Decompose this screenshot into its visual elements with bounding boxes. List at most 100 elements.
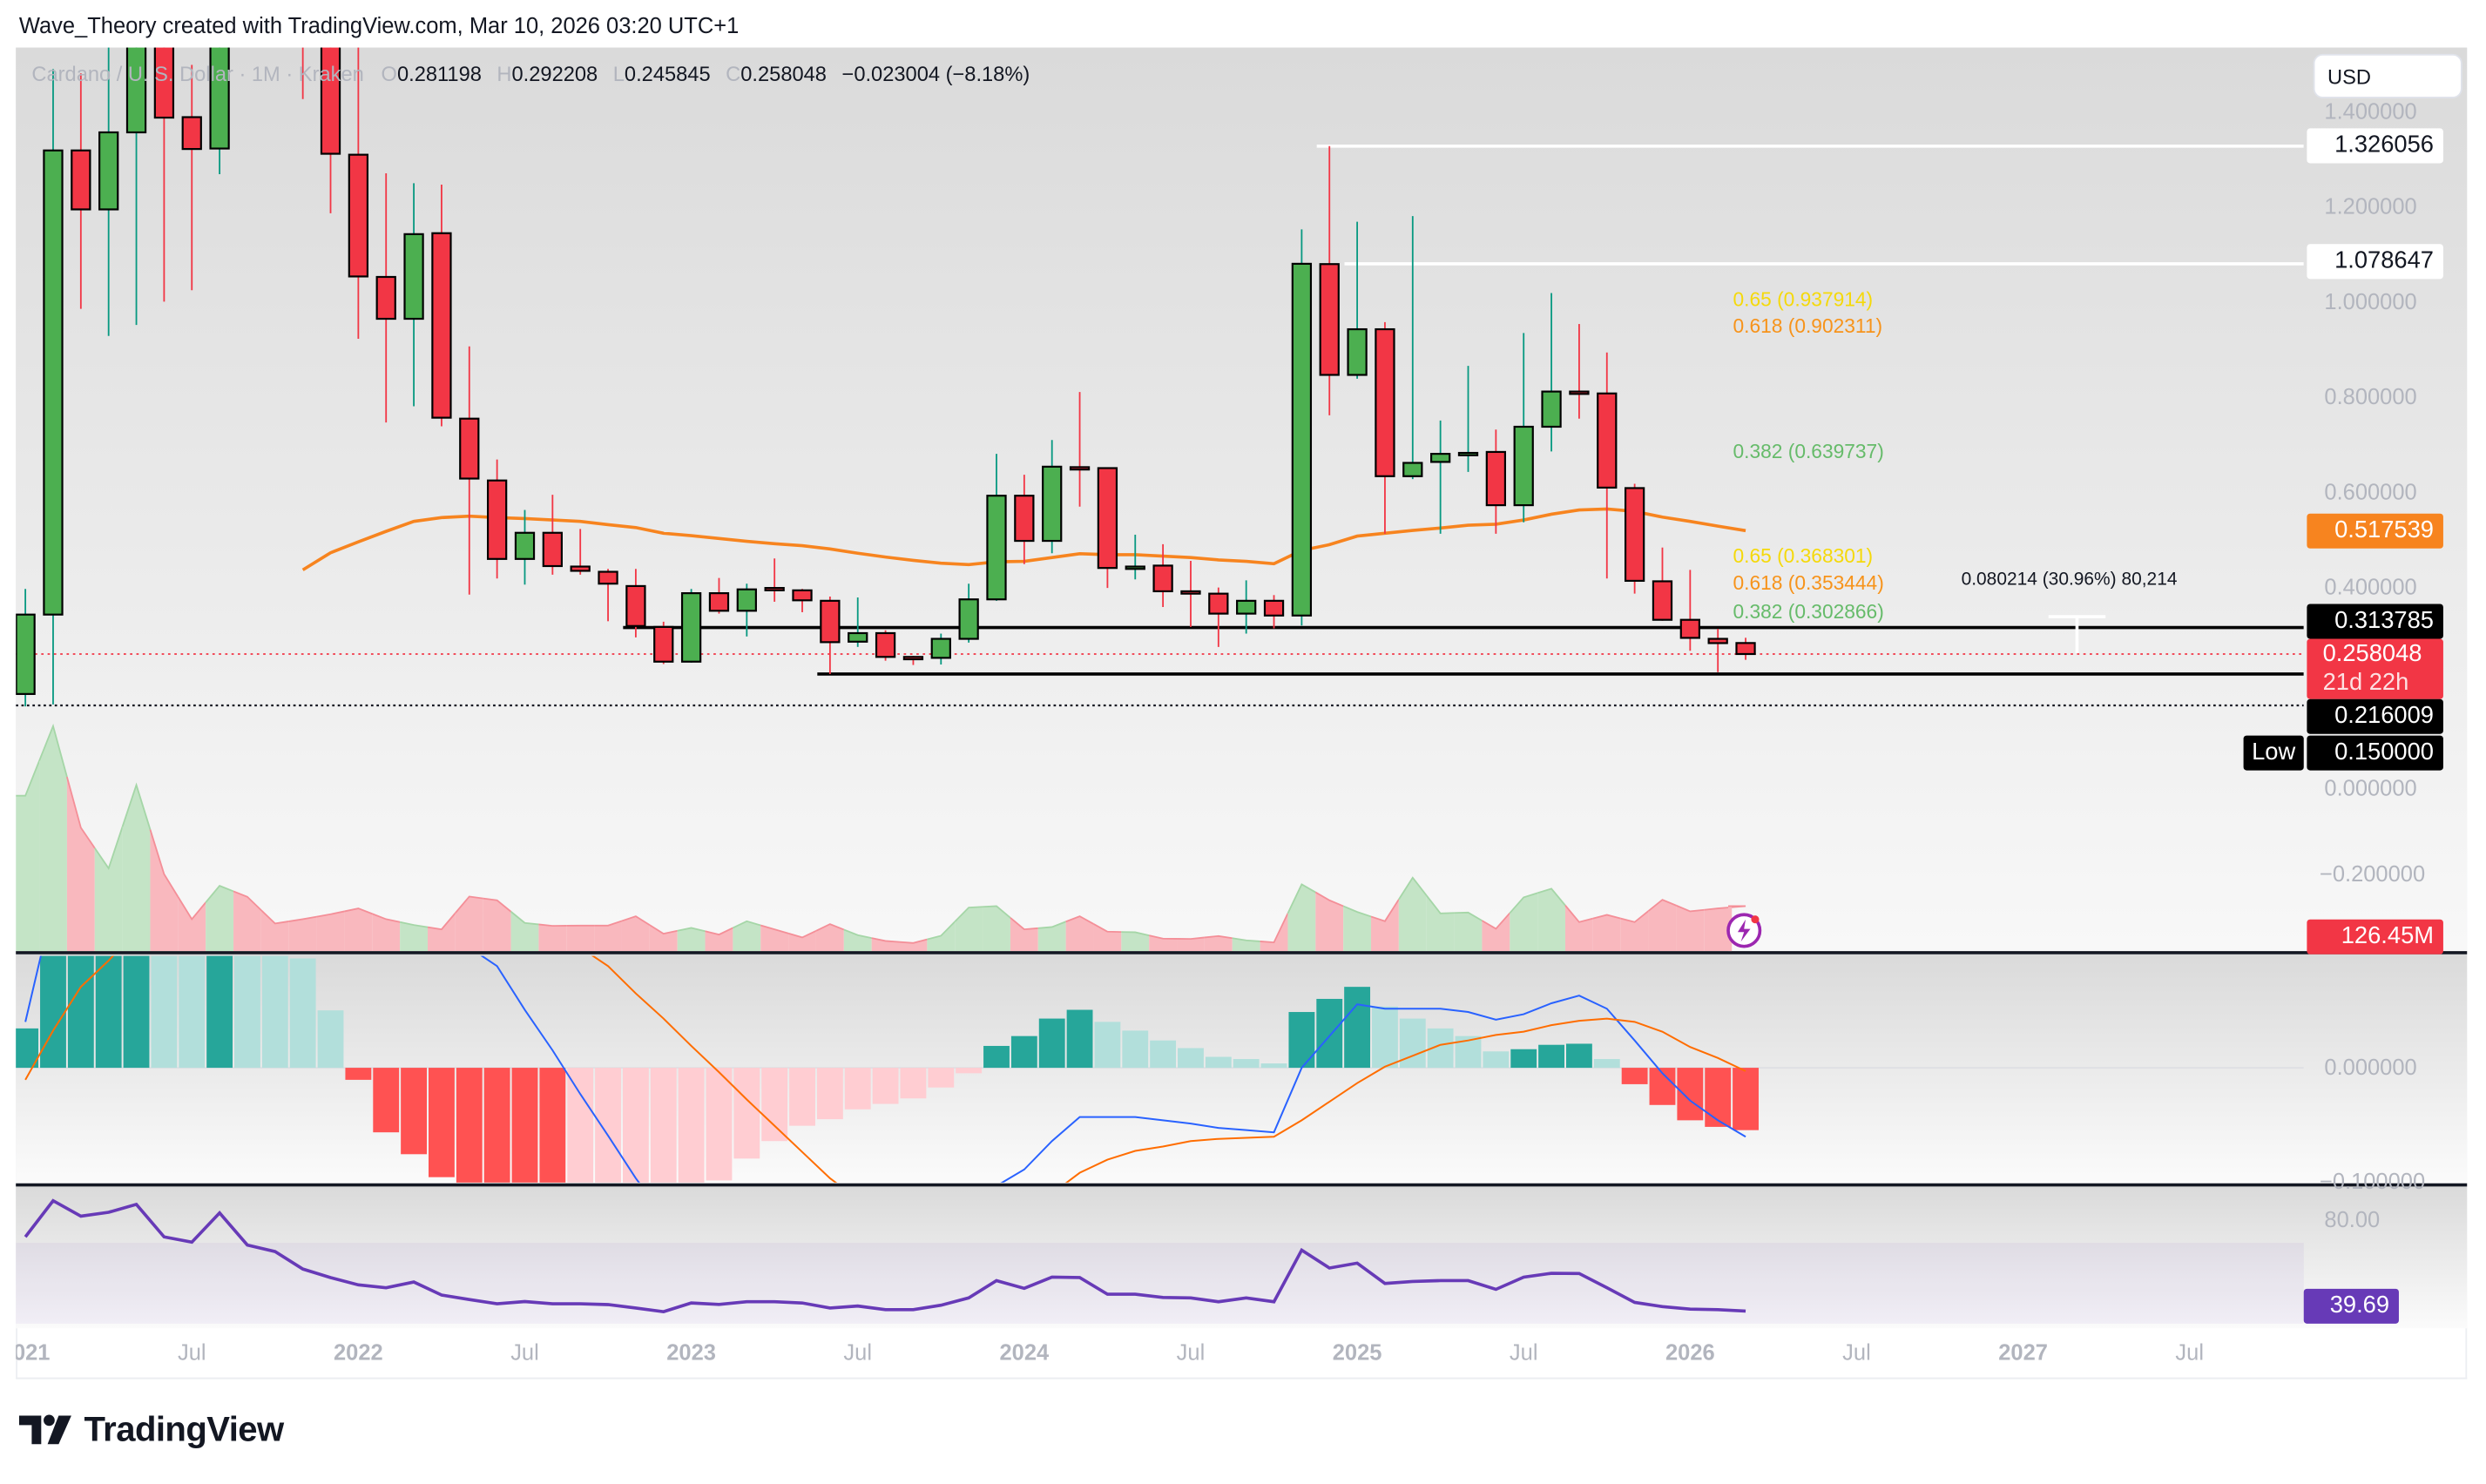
last-price-tag: 0.258048 21d 22h <box>2307 638 2443 699</box>
macd-histogram-bar <box>95 955 122 1069</box>
volume-area-segment <box>538 924 567 952</box>
macd-histogram-bar <box>1705 1068 1732 1127</box>
time-tick: 2024 <box>999 1339 1050 1366</box>
candle-body <box>792 589 813 602</box>
measure-tool[interactable] <box>2048 615 2106 653</box>
candle-2022-11 <box>625 569 646 637</box>
volume-line-segment <box>1728 905 1746 908</box>
volume-area-segment <box>899 939 928 952</box>
volume-line-segment <box>1037 921 1066 929</box>
fib-label[interactable]: 0.382 (0.302866) <box>1733 600 1884 624</box>
macd-histogram-bar <box>1094 1022 1121 1069</box>
macd-histogram-bar <box>206 955 233 1069</box>
price-pane-background <box>16 47 2468 953</box>
volume-line-segment <box>899 938 928 944</box>
volume-line-segment <box>66 776 96 849</box>
volume-line-segment <box>1454 911 1483 921</box>
macd-signal-line <box>24 955 1746 1183</box>
time-tick: Jul <box>843 1339 873 1366</box>
candle-2023-12 <box>986 454 1007 601</box>
rsi-series <box>24 1198 1746 1314</box>
fib-label[interactable]: 0.382 (0.639737) <box>1733 441 1884 463</box>
volume-area-segment <box>1093 923 1122 952</box>
macd-histogram-bar <box>872 1068 899 1104</box>
candle-body <box>1679 618 1700 639</box>
candle-2022-09 <box>570 529 591 575</box>
candle-body <box>98 131 119 211</box>
volume-line-segment <box>621 915 651 926</box>
candle-body <box>958 598 979 640</box>
volume-line-segment <box>1370 899 1400 922</box>
currency-button[interactable]: USD <box>2313 53 2462 98</box>
time-axis[interactable]: 2021 Jul 2022 Jul 2023 Jul 2024 Jul 2025… <box>16 1332 2304 1379</box>
candle-body <box>875 631 896 658</box>
volume-line-segment <box>371 913 401 923</box>
change-value: −0.023004 (−8.18%) <box>841 61 1030 86</box>
candle-2021-05 <box>125 47 147 326</box>
volume-area-segment <box>400 921 428 952</box>
candle-2021-01 <box>16 589 36 707</box>
drawn-horizontal-lines[interactable] <box>16 144 2304 707</box>
flash-icon[interactable] <box>1726 913 1762 948</box>
tradingview-logo[interactable]: TradingView <box>18 1409 284 1450</box>
volume-line-segment <box>121 782 152 830</box>
volume-line-segment <box>815 923 845 932</box>
volume-line-segment <box>1232 937 1260 942</box>
candle-body <box>1597 392 1618 489</box>
volume-area-segment <box>1037 921 1066 952</box>
volume-area-segment <box>677 928 706 952</box>
candle-2025-07 <box>1513 333 1534 523</box>
candle-body <box>986 495 1007 601</box>
volume-line-segment <box>594 920 623 927</box>
volume-line-segment <box>1177 936 1205 941</box>
macd-histogram-bar <box>1510 1049 1537 1069</box>
candle-body <box>1457 451 1479 456</box>
volume-area-segment <box>1564 905 1593 952</box>
volume-area-segment <box>1648 900 1677 952</box>
volume-line-segment <box>954 906 983 922</box>
candle-body <box>1236 599 1257 615</box>
candle-body <box>1291 262 1313 617</box>
candle-body <box>653 625 674 663</box>
volume-area-segment <box>815 924 844 952</box>
candle-body <box>1069 466 1091 471</box>
macd-histogram-bar <box>483 1068 510 1183</box>
volume-area-segment <box>871 938 900 952</box>
fib-label[interactable]: 0.65 (0.937914) <box>1733 288 1874 311</box>
candle-2025-08 <box>1541 293 1562 452</box>
fib-label[interactable]: 0.618 (0.353444) <box>1733 572 1884 595</box>
candle-body <box>1152 564 1173 593</box>
fib-label[interactable]: 0.618 (0.902311) <box>1733 315 1883 338</box>
macd-histogram-bar <box>67 955 94 1069</box>
macd-histogram-bar <box>1150 1040 1177 1069</box>
macd-histogram-bar <box>844 1068 871 1110</box>
macd-histogram-bar <box>234 955 260 1069</box>
candle-body <box>431 232 452 419</box>
candle-body <box>1347 327 1368 376</box>
volume-line-segment <box>510 911 539 926</box>
volume-line-segment <box>1342 905 1372 918</box>
volume-line-segment <box>1204 934 1233 940</box>
volume-area-segment <box>510 911 539 952</box>
close-label: C <box>726 61 741 86</box>
macd-histogram-bar <box>816 1068 843 1120</box>
volume-area-segment <box>1537 888 1565 952</box>
volume-line-segment <box>787 929 817 939</box>
attribution-text: Wave_Theory created with TradingView.com… <box>18 12 740 38</box>
rsi-pane-background <box>16 1185 2468 1329</box>
volume-area-segment <box>733 921 761 952</box>
volume-area-segment <box>1010 917 1038 952</box>
candle-body <box>181 116 202 151</box>
candle-body <box>1097 467 1118 570</box>
volume-line-segment <box>760 924 789 934</box>
macd-histogram-bar <box>151 955 178 1069</box>
candle-2022-04 <box>431 185 452 427</box>
candle-body <box>43 149 64 616</box>
candle-body <box>680 592 702 663</box>
symbol-legend[interactable]: Cardano / U. S. Dollar · 1M · Kraken O0.… <box>31 62 1039 85</box>
candle-2023-05 <box>792 589 813 612</box>
macd-histogram-bar <box>928 1068 955 1088</box>
candle-2022-03 <box>403 183 424 407</box>
fib-label[interactable]: 0.65 (0.368301) <box>1733 545 1874 568</box>
